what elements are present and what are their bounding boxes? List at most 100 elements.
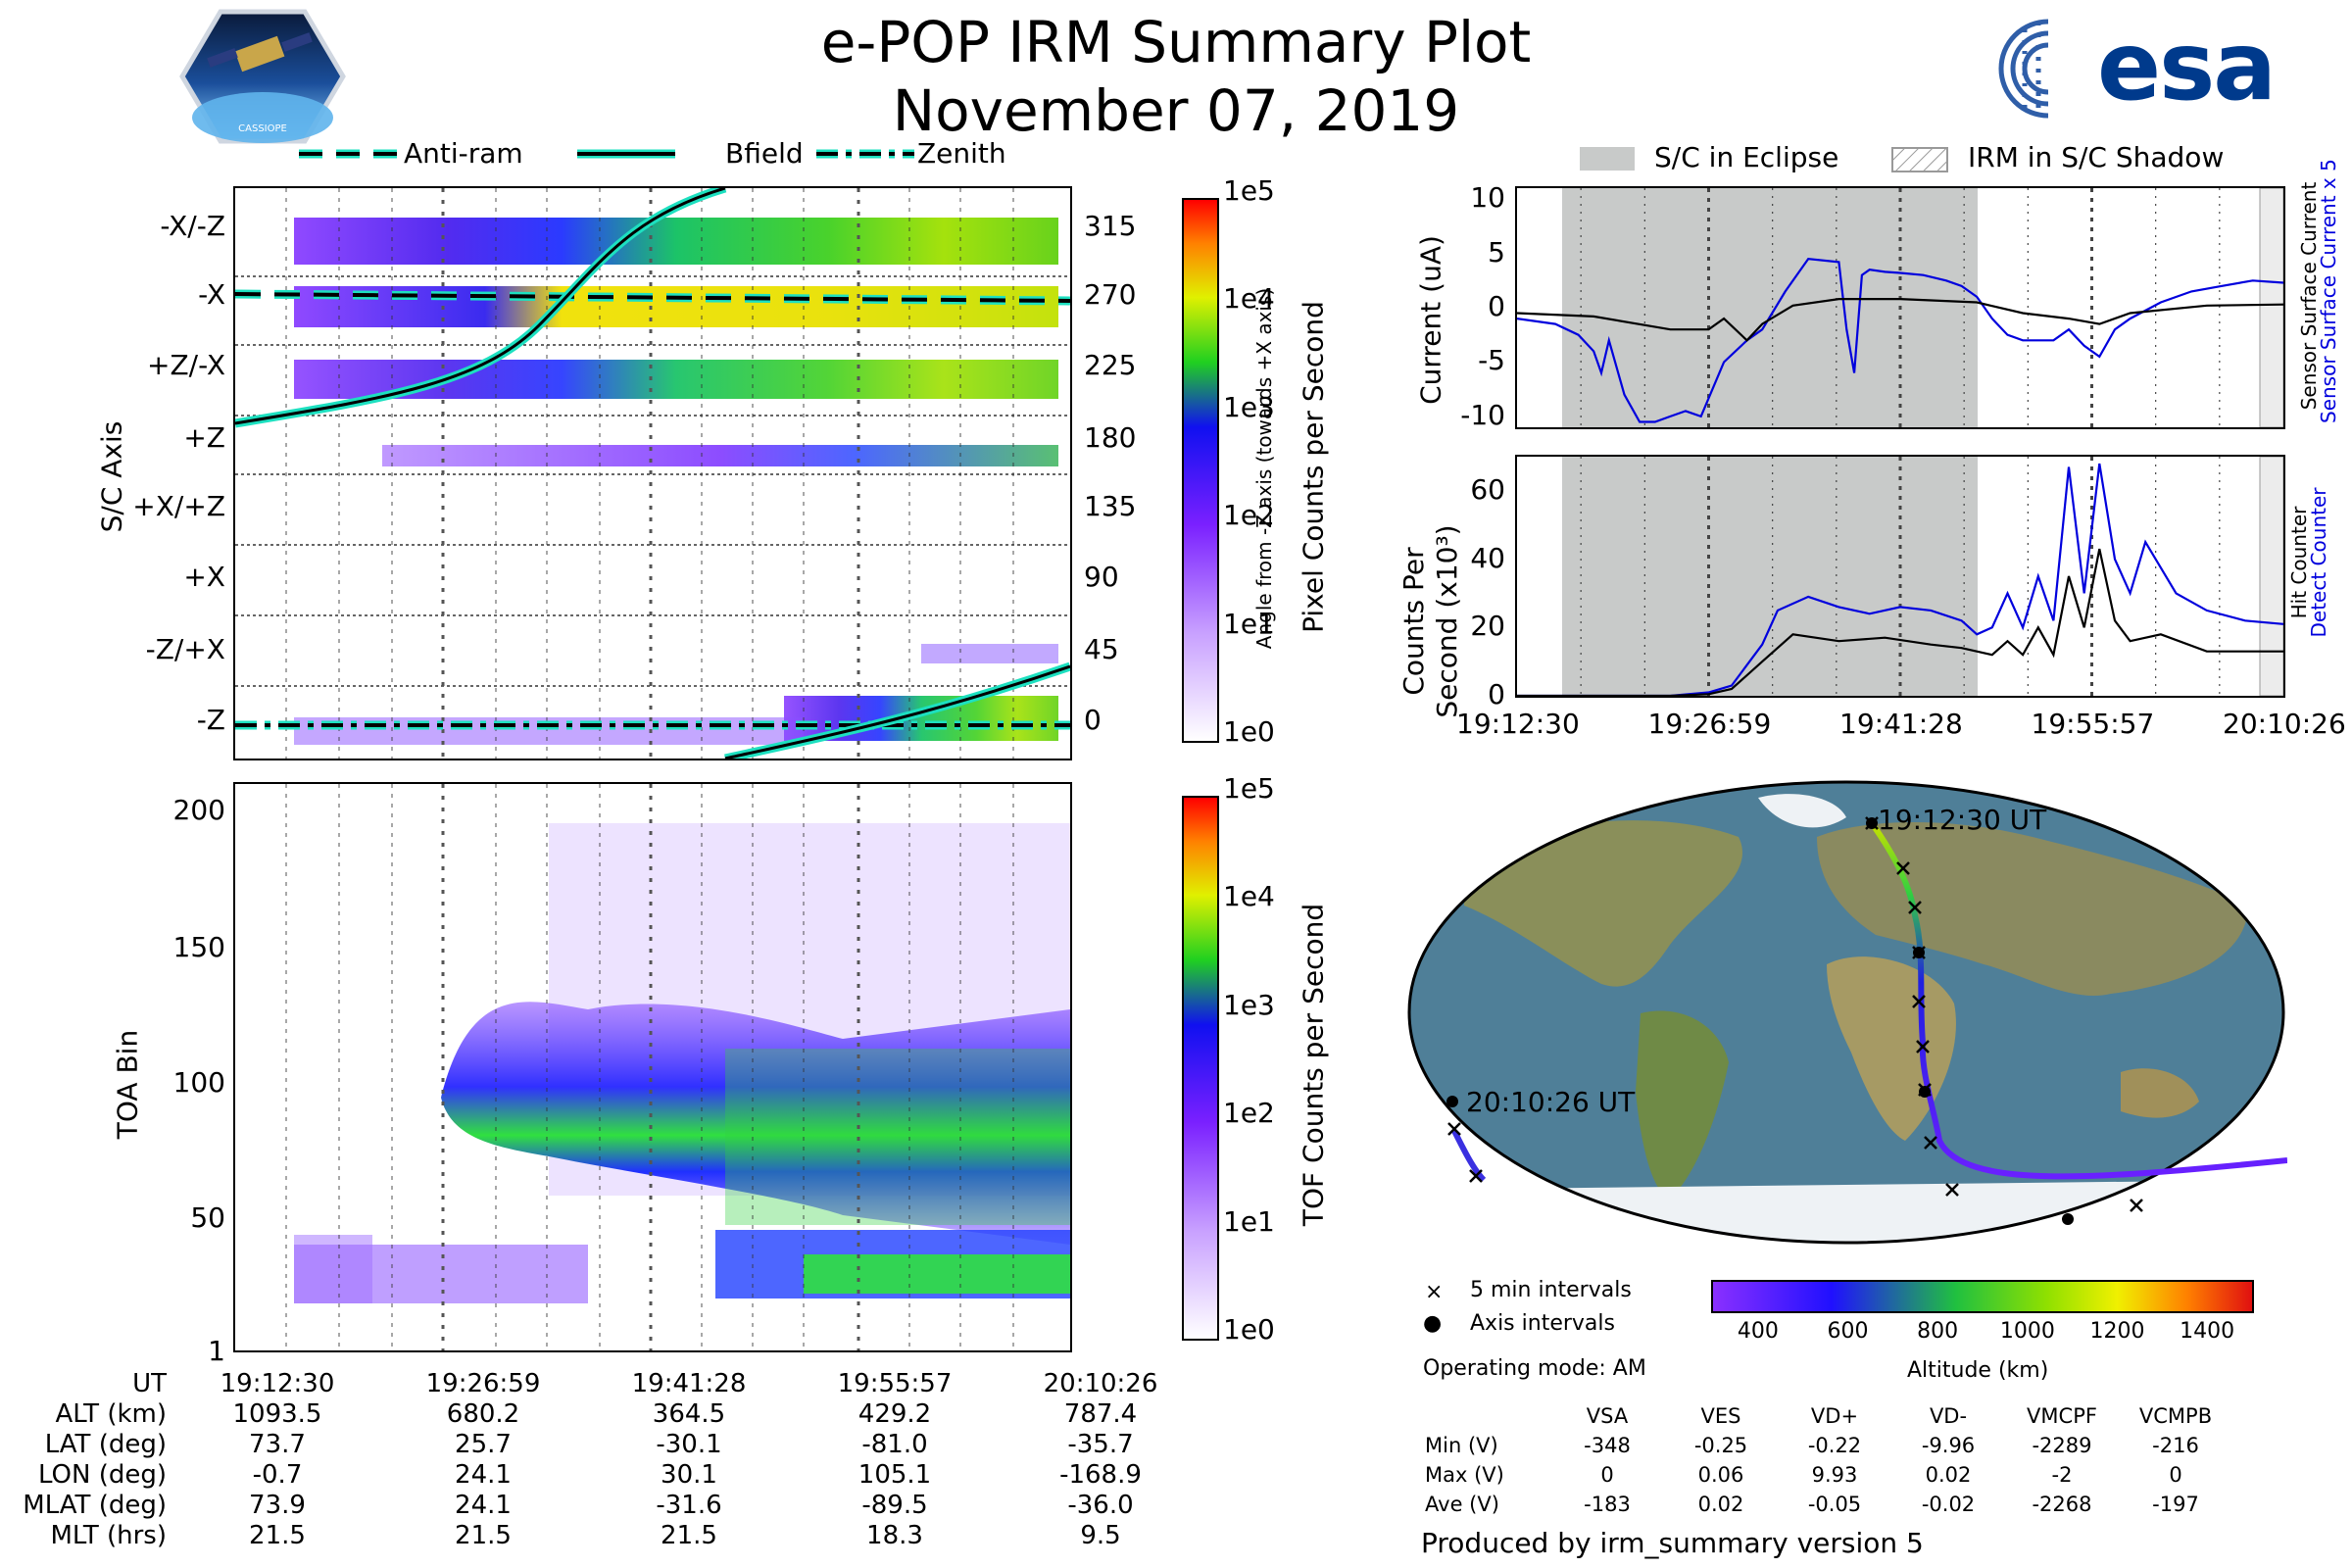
anti-ram-legend-icon — [299, 149, 397, 159]
ephemeris-cell: 21.5 — [455, 1520, 512, 1550]
stats-column-header: VCMPB — [2138, 1404, 2213, 1428]
sc-axis-panel — [233, 186, 1072, 760]
ephemeris-cell: 19:12:30 — [220, 1368, 335, 1398]
pixel-colorbar-tick: 1e1 — [1223, 607, 1275, 640]
counts-right-label-black: Hit Counter — [2287, 506, 2311, 619]
stats-row: Min (V) -348 -0.25 -0.22 -9.96 -2289 -216 — [1417, 1431, 2232, 1460]
ephemeris-cell: 73.9 — [249, 1490, 306, 1520]
altitude-tick: 1200 — [2089, 1319, 2145, 1344]
ephemeris-cell: 9.5 — [1080, 1520, 1121, 1550]
ephemeris-cell: 429.2 — [858, 1398, 932, 1429]
time-tick: 19:41:28 — [1839, 708, 1963, 740]
series-line-detect-counter — [1517, 463, 2283, 696]
stats-row: Ave (V) -183 0.02 -0.05 -0.02 -2268 -197 — [1417, 1490, 2232, 1519]
eclipse-legend-swatch — [1580, 147, 1635, 171]
ephemeris-row: LAT (deg) 73.7 25.7 -30.1 -81.0 -35.7 — [0, 1429, 1203, 1459]
orbit-map — [1407, 780, 2287, 1245]
ephemeris-cell: -35.7 — [1067, 1429, 1134, 1459]
stats-cell: 0.02 — [1925, 1463, 1972, 1487]
cross-marker-icon: × — [1425, 1280, 1444, 1304]
current-tick: -10 — [1460, 398, 1505, 431]
stats-column-header: VD- — [1929, 1404, 1968, 1428]
ephemeris-row: UT 19:12:30 19:26:59 19:41:28 19:55:57 20:10:… — [0, 1368, 1203, 1398]
series-line-hit-counter — [1517, 548, 2283, 696]
altitude-tick: 800 — [1917, 1319, 1959, 1344]
stats-cell: -2268 — [2032, 1493, 2092, 1516]
ephemeris-cell: 787.4 — [1063, 1398, 1138, 1429]
sc-axis-tick: -X/-Z — [160, 210, 225, 242]
cassiope-badge-icon: CASSIOPE — [179, 9, 346, 144]
ephemeris-cell: -30.1 — [656, 1429, 722, 1459]
stats-cell: 9.93 — [1811, 1463, 1858, 1487]
shadow-legend-swatch — [1891, 147, 1948, 172]
stats-row-label: Max (V) — [1425, 1463, 1504, 1487]
angle-tick: 270 — [1084, 278, 1137, 311]
angle-tick: 0 — [1084, 704, 1102, 736]
ephemeris-row: ALT (km) 1093.5 680.2 364.5 429.2 787.4 — [0, 1398, 1203, 1429]
ephemeris-cell: -168.9 — [1059, 1459, 1142, 1490]
counts-tick: 60 — [1470, 472, 1505, 506]
sc-axis-tick: +X — [183, 561, 225, 593]
altitude-colorbar — [1711, 1280, 2254, 1313]
stats-row-label: Ave (V) — [1425, 1493, 1499, 1516]
series-line-sensor-surface-current-x-5 — [1517, 257, 2283, 423]
ephemeris-cell: 19:41:28 — [631, 1368, 747, 1398]
ephemeris-cell: 680.2 — [446, 1398, 520, 1429]
time-tick: 19:55:57 — [2031, 708, 2155, 740]
shadow-region — [2259, 457, 2283, 696]
ephemeris-cell: -89.5 — [861, 1490, 928, 1520]
current-tick: 5 — [1488, 235, 1505, 269]
stats-row-label: Min (V) — [1425, 1434, 1498, 1457]
ephemeris-cell: 1093.5 — [232, 1398, 322, 1429]
ephemeris-row-label: LAT (deg) — [44, 1429, 167, 1459]
current-panel — [1515, 186, 2285, 429]
ephemeris-row-label: LON (deg) — [37, 1459, 167, 1490]
ephemeris-cell: 21.5 — [661, 1520, 717, 1550]
page-title: e-POP IRM Summary Plot — [820, 9, 1532, 75]
ephemeris-cell: 21.5 — [249, 1520, 306, 1550]
stats-column-header: VES — [1700, 1404, 1741, 1428]
shadow-region — [2259, 188, 2283, 427]
counts-tick: 0 — [1488, 678, 1505, 710]
tof-colorbar-tick: 1e4 — [1223, 880, 1275, 913]
stats-cell: -0.02 — [1921, 1493, 1976, 1516]
ephemeris-cell: 25.7 — [455, 1429, 512, 1459]
stats-cell: -2 — [2051, 1463, 2073, 1487]
legend-bfield: Bfield — [725, 137, 804, 170]
page-date: November 07, 2019 — [892, 77, 1460, 144]
map-start-label: 19:12:30 UT — [1878, 804, 2047, 836]
pixel-colorbar-tick: 1e0 — [1223, 715, 1275, 748]
tof-colorbar-tick: 1e2 — [1223, 1097, 1275, 1130]
ephemeris-cell: -36.0 — [1067, 1490, 1134, 1520]
stats-cell: -197 — [2152, 1493, 2199, 1516]
sc-axis-tick: -Z — [196, 704, 225, 736]
toa-tick: 1 — [208, 1335, 225, 1367]
stats-cell: 0.02 — [1697, 1493, 1744, 1516]
toa-heatmap — [285, 784, 1070, 1350]
sc-axis-tick: +X/+Z — [132, 490, 225, 522]
pixel-colorbar-tick: 1e5 — [1223, 174, 1275, 207]
legend-shadow: IRM in S/C Shadow — [1968, 141, 2225, 173]
altitude-tick: 400 — [1737, 1319, 1779, 1344]
tof-colorbar-tick: 1e0 — [1223, 1313, 1275, 1346]
current-tick: -5 — [1478, 344, 1505, 377]
time-tick: 19:12:30 — [1456, 708, 1580, 740]
current-right-label-black: Sensor Surface Current — [2297, 181, 2321, 411]
series-line-sensor-surface-current — [1517, 297, 2283, 342]
angle-tick: 45 — [1084, 633, 1119, 665]
stats-cell: -9.96 — [1921, 1434, 1976, 1457]
angle-tick: 315 — [1084, 210, 1137, 242]
toa-panel — [233, 782, 1072, 1352]
legend-anti-ram: Anti-ram — [404, 137, 523, 170]
counts-panel — [1515, 455, 2285, 698]
tof-colorbar-tick: 1e3 — [1223, 988, 1275, 1021]
pixel-colorbar-tick: 1e4 — [1223, 282, 1275, 316]
ephemeris-cell: 19:55:57 — [837, 1368, 953, 1398]
ephemeris-cell: 73.7 — [249, 1429, 306, 1459]
altitude-tick: 600 — [1827, 1319, 1869, 1344]
legend-zenith: Zenith — [917, 137, 1006, 170]
stats-cell: -2289 — [2032, 1434, 2092, 1457]
toa-tick: 150 — [172, 931, 225, 963]
sc-axis-ylabel: S/C Axis — [95, 420, 128, 533]
angle-tick: 180 — [1084, 421, 1137, 454]
